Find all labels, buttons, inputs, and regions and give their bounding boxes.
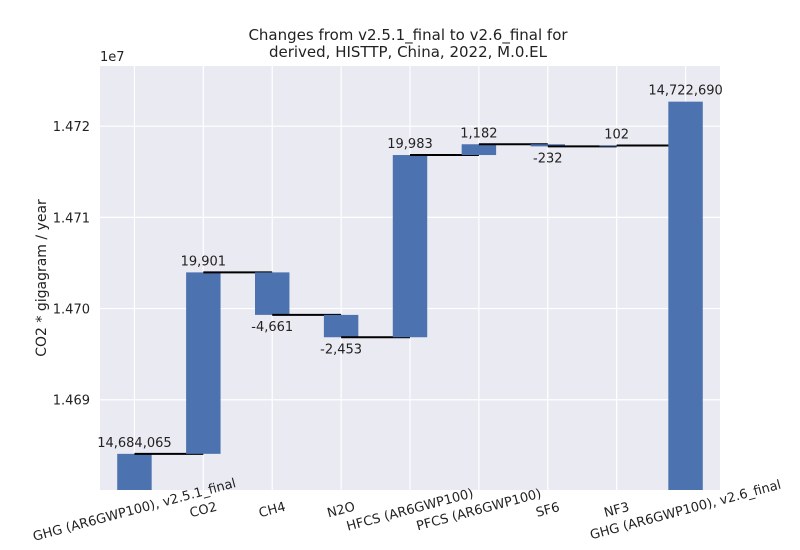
- chart-title: Changes from v2.5.1_final to v2.6_final …: [248, 26, 568, 61]
- y-tick-label: 1.471: [53, 211, 90, 226]
- bar: [668, 101, 703, 491]
- y-tick-label: 1.469: [53, 394, 90, 409]
- x-tick-label: SF6: [534, 500, 561, 521]
- y-axis-label: CO2 * gigagram / year: [34, 199, 50, 357]
- bar: [461, 144, 497, 156]
- value-label: 14,684,065: [97, 436, 171, 451]
- bar: [117, 453, 152, 490]
- value-label: 14,722,690: [648, 84, 722, 99]
- y-tick-label: 1.472: [53, 120, 90, 135]
- x-tick-label: CH4: [257, 500, 287, 522]
- value-label: -232: [533, 151, 563, 166]
- value-label: 1,182: [460, 126, 497, 141]
- bar: [186, 272, 221, 454]
- bar: [255, 272, 290, 315]
- value-label: 102: [604, 127, 629, 142]
- value-label: -4,661: [251, 320, 293, 335]
- y-tick-label: 1.470: [53, 303, 90, 318]
- bar: [323, 314, 359, 338]
- value-label: -2,453: [320, 342, 362, 357]
- value-label: 19,901: [181, 254, 227, 269]
- y-offset-label: 1e7: [100, 50, 125, 65]
- x-tick-label: N2O: [326, 500, 357, 522]
- value-label: 19,983: [387, 137, 433, 152]
- x-tick-label: NF3: [603, 500, 631, 521]
- bar: [392, 155, 428, 338]
- x-tick-label: CO2: [188, 500, 219, 522]
- bar: [530, 144, 565, 147]
